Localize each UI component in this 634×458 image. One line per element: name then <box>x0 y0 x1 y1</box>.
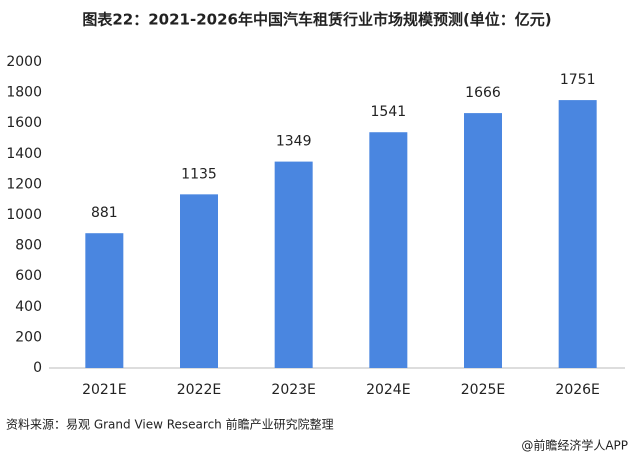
y-tick-label: 1000 <box>6 207 42 223</box>
x-tick-label: 2022E <box>177 382 221 398</box>
x-tick-label: 2023E <box>271 382 315 398</box>
chart-title: 图表22：2021-2026年中国汽车租赁行业市场规模预测(单位：亿元) <box>82 11 551 29</box>
x-tick-label: 2024E <box>366 382 410 398</box>
source-note: 资料来源：易观 Grand View Research 前瞻产业研究院整理 <box>6 417 334 432</box>
value-label: 1751 <box>560 72 596 88</box>
bar <box>464 113 502 369</box>
y-tick-label: 1400 <box>6 146 42 162</box>
bar <box>180 194 218 368</box>
bar <box>369 132 408 368</box>
bar <box>85 233 124 368</box>
x-tick-label: 2021E <box>82 382 126 398</box>
bar <box>274 161 313 368</box>
y-tick-label: 1800 <box>6 85 42 101</box>
y-tick-label: 800 <box>15 238 42 254</box>
y-tick-label: 600 <box>15 268 42 284</box>
x-tick-label: 2026E <box>555 382 599 398</box>
y-tick-label: 200 <box>15 329 42 345</box>
value-label: 1135 <box>181 166 217 182</box>
y-tick-label: 1600 <box>6 115 42 131</box>
value-label: 1349 <box>276 134 312 150</box>
value-label: 1666 <box>465 85 501 101</box>
y-tick-label: 0 <box>33 360 42 376</box>
value-label: 881 <box>91 205 118 221</box>
y-tick-label: 1200 <box>6 176 42 192</box>
bar <box>558 100 597 369</box>
y-tick-label: 400 <box>15 299 42 315</box>
y-tick-label: 2000 <box>6 54 42 70</box>
value-label: 1541 <box>371 104 407 120</box>
footer: @前瞻经济学人APP <box>521 438 628 453</box>
x-tick-label: 2025E <box>461 382 505 398</box>
